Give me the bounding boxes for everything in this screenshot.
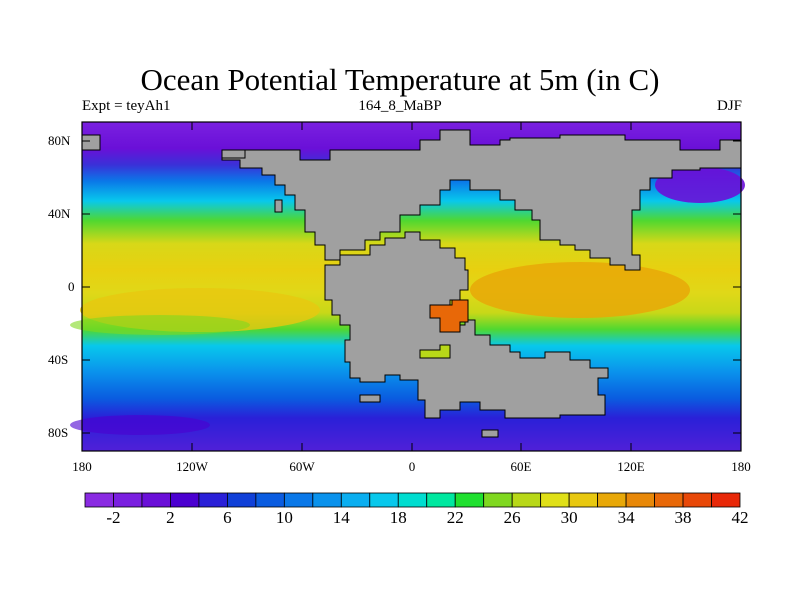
colorbar-swatch: [369, 492, 399, 508]
colorbar-label: 38: [674, 508, 692, 527]
colorbar-swatch: [141, 492, 171, 508]
colorbar-swatch: [682, 492, 712, 508]
colorbar-label: 22: [446, 508, 464, 527]
colorbar-swatch: [568, 492, 599, 508]
lon-ticks: [191, 122, 632, 451]
land-island-south2: [481, 429, 499, 438]
colorbar-label: 14: [332, 508, 350, 527]
lon-label-0: 0: [408, 459, 416, 474]
cold-southern-band: [70, 415, 210, 435]
colorbar-swatch: [625, 492, 655, 508]
lon-label-180w: 180: [72, 459, 92, 474]
colorbar-label: 6: [223, 508, 232, 527]
colorbar-swatch: [426, 492, 456, 508]
lon-label-120e: 120E: [617, 459, 645, 474]
colorbar-swatch: [113, 492, 143, 508]
colorbar-swatch: [654, 492, 684, 508]
land-island-nw: [81, 134, 101, 151]
lon-label-60w: 60W: [289, 459, 315, 474]
colorbar-swatch: [198, 492, 228, 508]
colorbar-swatch: [312, 492, 342, 508]
colorbar-label: 30: [560, 508, 578, 527]
land-island-south: [359, 394, 381, 403]
lat-label-0: 0: [68, 279, 75, 294]
colorbar-label: 2: [166, 508, 175, 527]
lon-label-60e: 60E: [510, 459, 532, 474]
cool-band: [70, 315, 250, 335]
lat-label-40s: 40S: [48, 352, 69, 367]
warm-pool-east: [470, 262, 690, 318]
colorbar-swatch: [84, 492, 114, 508]
colorbar-label: 34: [617, 508, 635, 527]
colorbar-label: 26: [503, 508, 521, 527]
land-island-mid: [274, 199, 283, 213]
lon-label-120w: 120W: [176, 459, 208, 474]
colorbar-swatch: [711, 492, 741, 508]
colorbar-swatch: [226, 492, 257, 508]
map-title: Ocean Potential Temperature at 5m (in C): [140, 62, 660, 97]
colorbar-label: 18: [389, 508, 407, 527]
colorbar-swatch: [255, 492, 285, 508]
age-label: 164_8_MaBP: [358, 98, 442, 114]
colorbar-swatch: [540, 492, 570, 508]
colorbar-label: -2: [106, 508, 121, 527]
inland-sea-south: [419, 344, 451, 359]
inland-sea-warm: [429, 299, 469, 333]
cold-east-band: [655, 167, 745, 203]
land-gondwana: [324, 231, 609, 419]
land-laurasia: [221, 129, 742, 271]
season-label: DJF: [716, 98, 742, 114]
colorbar: [84, 492, 741, 508]
lat-label-40n: 40N: [48, 206, 71, 221]
colorbar-label: 42: [731, 508, 749, 527]
land-island-arctic: [221, 149, 246, 159]
lat-label-80n: 80N: [48, 133, 71, 148]
colorbar-swatch: [483, 492, 513, 508]
colorbar-swatch: [283, 492, 314, 508]
lat-ticks: [82, 140, 741, 434]
colorbar-swatch: [170, 492, 200, 508]
lat-label-80s: 80S: [48, 425, 69, 440]
colorbar-label: 10: [275, 508, 293, 527]
colorbar-swatch: [397, 492, 428, 508]
colorbar-swatch: [511, 492, 542, 508]
colorbar-swatch: [597, 492, 627, 508]
lon-label-180e: 180: [731, 459, 751, 474]
experiment-label: Expt = teyAh1: [82, 98, 171, 114]
colorbar-swatch: [340, 492, 371, 508]
colorbar-swatch: [454, 492, 485, 508]
